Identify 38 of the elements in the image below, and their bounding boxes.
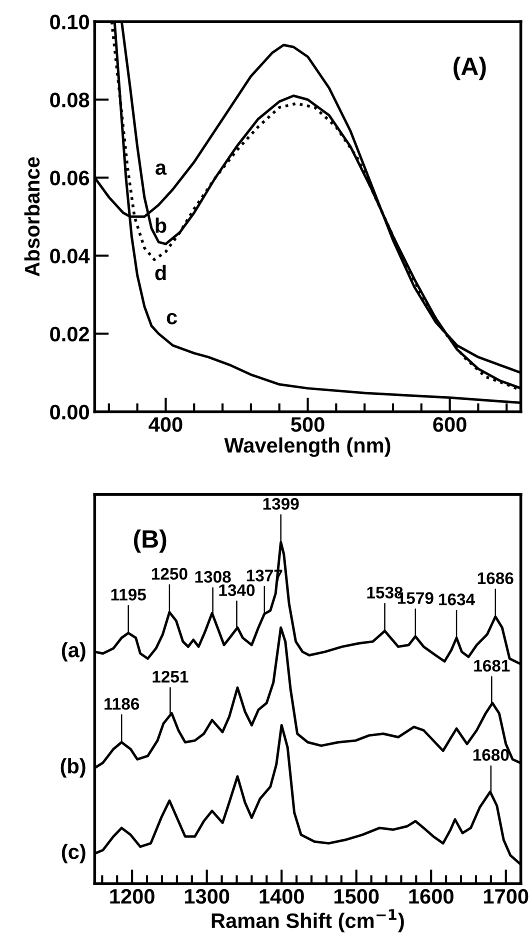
ref-line-label: 1681 <box>474 660 510 672</box>
x-tick-label: 400 <box>148 417 182 432</box>
ref-line-label: 1340 <box>219 584 255 596</box>
series-label: (a) <box>62 642 86 662</box>
ref-line-label: 1186 <box>104 698 140 710</box>
x-tick-label: 1700 <box>484 889 528 904</box>
series-label: (b) <box>60 758 86 778</box>
annotation: (A) <box>454 56 486 80</box>
x-axis-title: Wavelength (nm) <box>224 437 390 457</box>
y-tick-label: 0.04 <box>50 248 90 264</box>
y-axis-title: Absorbance <box>24 157 40 276</box>
x-tick-label: 1200 <box>110 889 154 904</box>
x-tick-label: 1500 <box>334 889 379 904</box>
x-tick-label: 1600 <box>409 889 454 904</box>
ref-line-label: 1251 <box>152 670 188 683</box>
y-tick-label: 0.08 <box>50 92 90 108</box>
series-label: d <box>155 264 166 280</box>
ref-line-label: 1680 <box>473 749 509 761</box>
series-label: b <box>156 218 166 233</box>
y-tick-label: 0.10 <box>50 14 89 30</box>
ref-line-label: 1634 <box>439 594 475 606</box>
x-tick-label: 1300 <box>184 889 230 904</box>
ref-line-label: 1195 <box>111 588 146 601</box>
x-tick-label: 600 <box>433 417 466 432</box>
y-tick-label: 0.06 <box>50 170 90 186</box>
y-tick-label: 0.00 <box>50 404 89 420</box>
series-label: (c) <box>62 844 86 864</box>
series-label: a <box>156 163 167 175</box>
ref-line-label: 1399 <box>263 498 299 510</box>
ref-line-label: 1250 <box>152 568 188 580</box>
x-tick-label: 500 <box>291 417 324 432</box>
ref-line-label: 1308 <box>195 570 231 583</box>
annotation: (B) <box>134 529 166 553</box>
x-tick-label: 1400 <box>260 889 304 904</box>
series-label: c <box>166 312 178 324</box>
ref-line-label: 1686 <box>478 572 514 584</box>
x-axis-title: Raman Shift (cm$^{−1}$) <box>212 909 404 932</box>
y-tick-label: 0.02 <box>50 326 90 342</box>
